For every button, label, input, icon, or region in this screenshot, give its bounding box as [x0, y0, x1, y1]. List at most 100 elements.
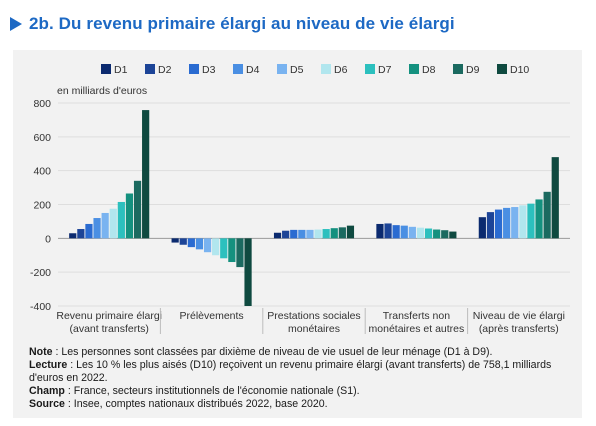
- y-tick-label: 800: [33, 98, 51, 110]
- note-label: Lecture: [29, 359, 68, 371]
- legend-swatch: [233, 64, 243, 74]
- bar: [142, 110, 150, 239]
- bar: [93, 218, 101, 239]
- bar: [195, 238, 204, 250]
- bar: [486, 212, 495, 239]
- note-line: Champ : France, secteurs institutionnels…: [29, 385, 574, 398]
- note-line: Lecture : Les 10 % les plus aisés (D10) …: [29, 359, 574, 385]
- legend-swatch: [189, 64, 199, 74]
- legend-swatch: [365, 64, 375, 74]
- bar: [384, 223, 392, 239]
- y-tick-label: 400: [33, 166, 51, 178]
- legend-label: D4: [246, 64, 260, 76]
- x-category-label: (après transferts): [479, 323, 559, 335]
- bar: [535, 199, 543, 239]
- legend-swatch: [321, 64, 331, 74]
- legend-label: D7: [378, 64, 392, 76]
- legend-swatch: [145, 64, 155, 74]
- x-category-label: monétaires: [288, 323, 340, 335]
- bar: [543, 191, 551, 239]
- bar: [133, 180, 142, 239]
- y-tick-label: -400: [30, 301, 51, 313]
- note-text: : Insee, comptes nationaux distribués 20…: [64, 398, 328, 410]
- y-tick-label: 200: [33, 200, 51, 212]
- bar: [376, 223, 384, 239]
- note-text: : France, secteurs institutionnels de l'…: [64, 385, 360, 397]
- bar: [273, 232, 282, 239]
- bar: [187, 238, 195, 248]
- x-category-label: (avant transferts): [70, 323, 149, 335]
- bar: [503, 207, 511, 239]
- legend-label: D3: [202, 64, 216, 76]
- bar: [85, 223, 93, 239]
- y-tick-label: 600: [33, 132, 51, 144]
- bar: [511, 207, 519, 239]
- bar: [77, 229, 85, 239]
- bar: [392, 225, 400, 239]
- note-line: Source : Insee, comptes nationaux distri…: [29, 398, 574, 411]
- bar-chart: 800 600 400 200 0 -200 -400 en milliards d'euro…: [30, 64, 570, 335]
- bar: [179, 238, 187, 245]
- x-category-label: Revenu primaire élargi: [56, 310, 162, 322]
- bar: [338, 227, 346, 239]
- bar: [220, 238, 228, 259]
- legend-label: D9: [466, 64, 480, 76]
- x-category-label: monétaires et autres: [369, 323, 465, 335]
- legend-swatch: [277, 64, 287, 74]
- bar: [69, 233, 77, 239]
- bar: [203, 238, 212, 253]
- legend-label: D2: [158, 64, 172, 76]
- legend-label: D6: [334, 64, 348, 76]
- bar: [449, 231, 457, 239]
- chart-panel: 800 600 400 200 0 -200 -400 en milliards d'euro…: [13, 50, 582, 418]
- page-title-row: 2b. Du revenu primaire élargi au niveau …: [10, 12, 455, 36]
- bar: [212, 238, 220, 256]
- legend-label: D8: [422, 64, 436, 76]
- bar: [400, 225, 408, 239]
- y-tick-label: 0: [45, 233, 51, 245]
- legend-swatch: [101, 64, 111, 74]
- note-text: : Les personnes sont classées par dixièm…: [52, 346, 493, 358]
- bar: [424, 228, 433, 239]
- bar: [314, 229, 322, 239]
- title-arrow-icon: [10, 17, 22, 31]
- bar: [290, 229, 298, 239]
- bar: [244, 238, 252, 306]
- bar: [478, 217, 486, 239]
- bar: [298, 229, 306, 239]
- page-title: 2b. Du revenu primaire élargi au niveau …: [29, 14, 455, 33]
- note-label: Source: [29, 398, 65, 410]
- bar: [322, 229, 330, 239]
- legend-label: D10: [510, 64, 529, 76]
- bar: [494, 209, 503, 239]
- x-category-label: Prélèvements: [179, 310, 243, 322]
- legend-swatch: [497, 64, 507, 74]
- bar: [236, 238, 244, 268]
- bar: [125, 193, 134, 239]
- bar: [171, 238, 179, 243]
- bar: [228, 238, 236, 263]
- bar: [441, 230, 449, 239]
- x-category-label: Niveau de vie élargi: [473, 310, 565, 322]
- y-tick-label: -200: [30, 267, 51, 279]
- bar: [527, 203, 535, 239]
- x-category-label: Prestations sociales: [267, 310, 360, 322]
- legend-swatch: [453, 64, 463, 74]
- bar: [433, 229, 441, 239]
- bar: [408, 226, 416, 239]
- bar: [519, 205, 527, 239]
- legend-label: D1: [114, 64, 128, 76]
- bar: [117, 201, 125, 239]
- bar: [416, 227, 425, 239]
- bar: [306, 229, 314, 239]
- bar: [282, 230, 290, 239]
- note-label: Note: [29, 346, 53, 358]
- chart-notes: Note : Les personnes sont classées par d…: [29, 346, 574, 411]
- note-text: : Les 10 % les plus aisés (D10) reçoiven…: [29, 359, 552, 384]
- note-label: Champ: [29, 385, 65, 397]
- y-axis-label: en milliards d'euros: [57, 85, 147, 97]
- bar: [330, 228, 338, 239]
- bar: [551, 157, 559, 239]
- legend-label: D5: [290, 64, 304, 76]
- x-category-label: Transferts non: [383, 310, 450, 322]
